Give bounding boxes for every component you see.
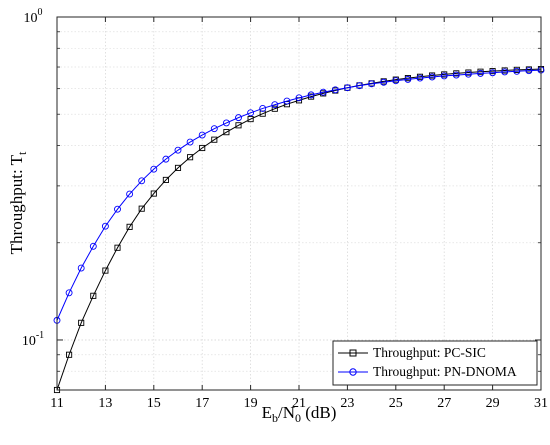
data-point (174, 146, 182, 154)
x-tick-label: 25 (389, 396, 403, 411)
data-point (356, 82, 363, 90)
data-point (138, 177, 146, 185)
data-point (174, 164, 182, 171)
legend-label-pc-sic: Throughput: PC-SIC (373, 345, 486, 360)
x-tick-label: 23 (340, 396, 354, 411)
data-point (211, 136, 218, 143)
x-tick-label: 21 (292, 396, 306, 411)
x-tick-label: 31 (534, 396, 548, 411)
x-tick-label: 27 (437, 396, 451, 411)
data-point (65, 289, 73, 297)
data-point (78, 319, 85, 326)
data-point (235, 114, 242, 122)
y-axis-label: Throughput: Tt (7, 151, 29, 254)
x-tick-label: 13 (98, 396, 112, 411)
series-line (56, 68, 542, 391)
x-tick-label: 29 (486, 396, 500, 411)
data-point (343, 84, 351, 92)
data-point (283, 97, 291, 105)
data-point (513, 67, 521, 75)
data-point (235, 122, 242, 129)
data-point (271, 105, 278, 112)
data-point (199, 144, 206, 152)
data-point (114, 244, 121, 251)
data-point (464, 70, 472, 78)
legend-marker-pc-sic (349, 349, 357, 357)
x-tick-label: 11 (50, 396, 63, 411)
data-point (319, 88, 327, 96)
series-line (56, 69, 542, 321)
data-point (210, 125, 218, 133)
data-point (477, 69, 484, 77)
series-pn-dnoma (53, 66, 545, 324)
data-point (138, 205, 145, 212)
x-axis-label: Eb/N0 (dB) (262, 403, 337, 425)
data-point (368, 80, 376, 88)
data-point (187, 154, 194, 161)
x-tick-label: 17 (195, 396, 209, 411)
data-point (150, 165, 158, 173)
data-point (66, 351, 73, 358)
data-point (525, 67, 533, 75)
series-layer (53, 65, 545, 394)
x-label-mid: /N (278, 403, 295, 422)
data-point (186, 138, 194, 146)
data-point (452, 71, 460, 79)
data-point (271, 101, 279, 109)
data-point (295, 94, 303, 102)
data-point (331, 86, 339, 94)
x-label-main: E (262, 403, 272, 422)
legend-marker-pn-dnoma (349, 368, 357, 376)
x-tick-label: 19 (244, 396, 258, 411)
data-point (428, 73, 436, 81)
data-point (90, 292, 97, 299)
data-point (247, 109, 255, 117)
data-point (380, 78, 388, 86)
x-label-tail: (dB) (301, 403, 336, 422)
data-point (198, 131, 206, 139)
data-point (489, 69, 497, 77)
data-point (307, 91, 315, 99)
data-point (101, 222, 109, 230)
data-point (222, 119, 230, 127)
x-label-sub1: b (272, 411, 278, 425)
data-point (77, 264, 85, 272)
x-label-sub2: 0 (295, 411, 301, 425)
data-point (102, 267, 109, 274)
x-tick-label: 15 (147, 396, 161, 411)
axis-ticks: 11 13 15 17 19 21 23 25 27 29 31 10-1 100 (22, 7, 548, 411)
data-point (162, 176, 169, 183)
data-point (404, 75, 412, 83)
data-point (126, 190, 134, 198)
data-point (501, 68, 509, 76)
data-point (247, 116, 254, 123)
data-point (150, 190, 157, 197)
data-point (416, 74, 424, 82)
data-point (440, 72, 448, 80)
data-point (223, 129, 230, 136)
data-point (162, 155, 170, 163)
y-tick-label: 10-1 (22, 330, 44, 349)
legend-box (332, 340, 538, 386)
y-label-sub: t (15, 151, 29, 155)
y-label-main: Throughput: T (7, 154, 26, 254)
legend: Throughput: PC-SIC Throughput: PN-DNOMA (332, 340, 538, 386)
data-point (89, 242, 97, 250)
data-point (392, 77, 400, 85)
data-point (114, 205, 121, 213)
legend-label-pn-dnoma: Throughput: PN-DNOMA (373, 364, 517, 379)
y-tick-label: 100 (24, 7, 43, 26)
data-point (259, 105, 267, 112)
data-point (126, 223, 133, 230)
